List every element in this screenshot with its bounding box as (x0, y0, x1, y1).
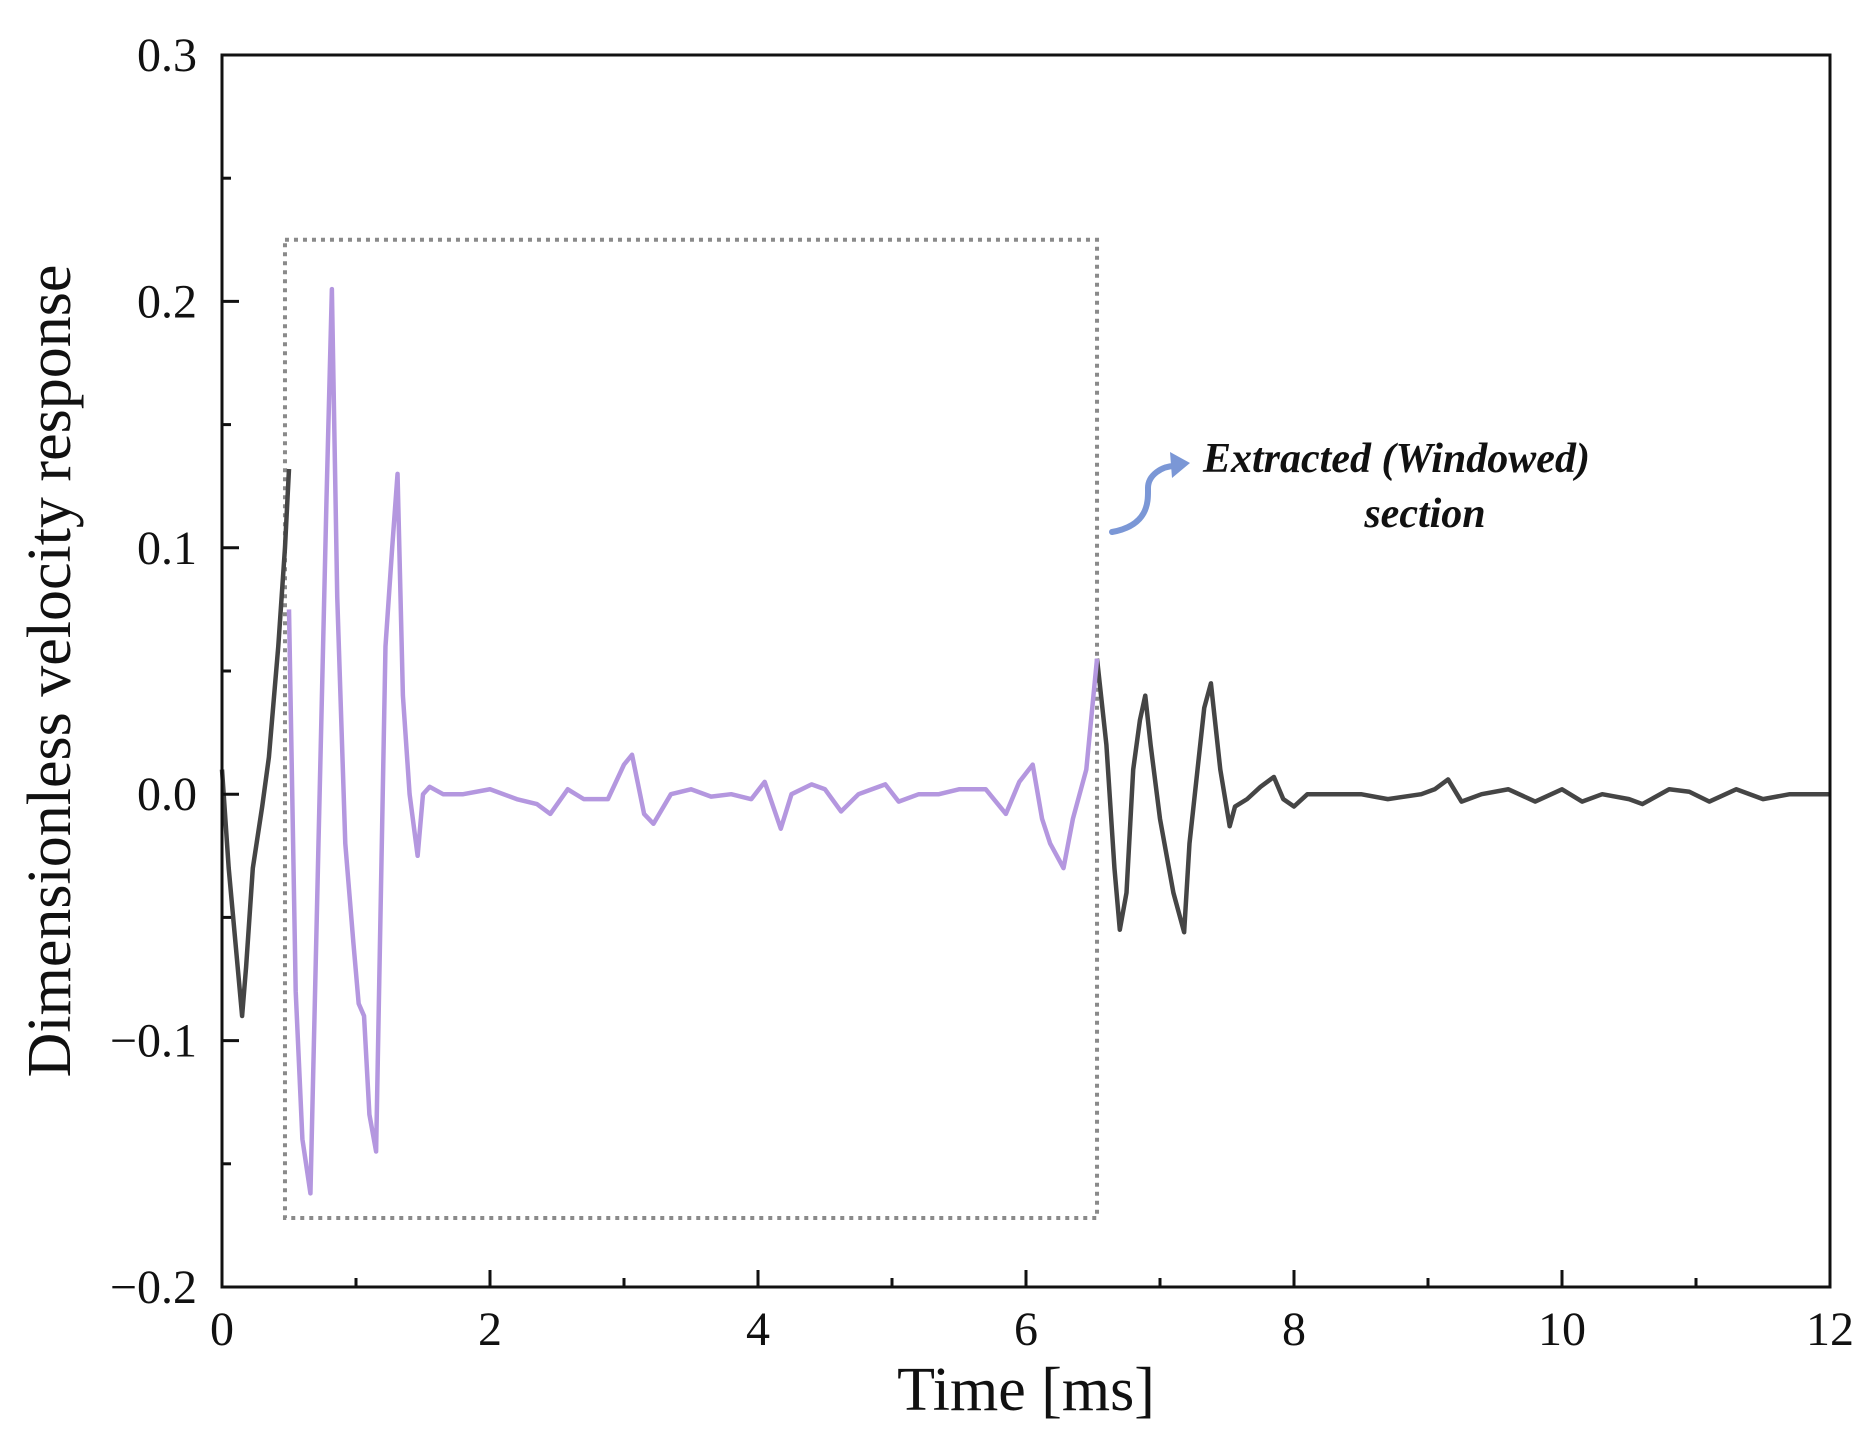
y-tick-label: 0.1 (137, 522, 197, 575)
annotation-line-1: Extracted (Windowed) (1202, 436, 1590, 482)
series-full-signal (219, 468, 1831, 1019)
y-tick-label: −0.1 (110, 1015, 197, 1068)
annotation-arrow-icon (1109, 463, 1178, 535)
x-tick-label: 2 (478, 1303, 502, 1356)
y-axis-title: Dimensionless velocity response (16, 265, 84, 1078)
y-tick-label: −0.2 (110, 1261, 197, 1314)
y-tick-label: 0.0 (137, 768, 197, 821)
x-tick-label: 4 (746, 1303, 770, 1356)
annotation-line-1-emphasis: Windowed (1395, 436, 1576, 482)
y-tick-label: 0.2 (137, 275, 197, 328)
annotation-line-2: section (1363, 491, 1485, 537)
x-tick-label: 8 (1282, 1303, 1306, 1356)
x-axis-title: Time [ms] (897, 1356, 1155, 1424)
plot-layer (219, 237, 1831, 1221)
x-axis-ticks: 0 2 4 6 8 10 12 (210, 1270, 1854, 1356)
y-tick-label: 0.3 (137, 29, 197, 82)
x-tick-label: 12 (1806, 1303, 1854, 1356)
annotation-line-1-start: Extracted ( (1202, 436, 1398, 482)
annotation-line-1-end: ) (1572, 436, 1590, 482)
y-axis-ticks: −0.2 −0.1 0.0 0.1 0.2 0.3 (110, 29, 239, 1314)
x-tick-label: 10 (1538, 1303, 1586, 1356)
series-windowed-section (286, 286, 1100, 1196)
x-tick-label: 0 (210, 1303, 234, 1356)
window-box (282, 237, 1100, 1221)
annotation-arrowhead-icon (1170, 452, 1190, 478)
x-tick-label: 6 (1014, 1303, 1038, 1356)
